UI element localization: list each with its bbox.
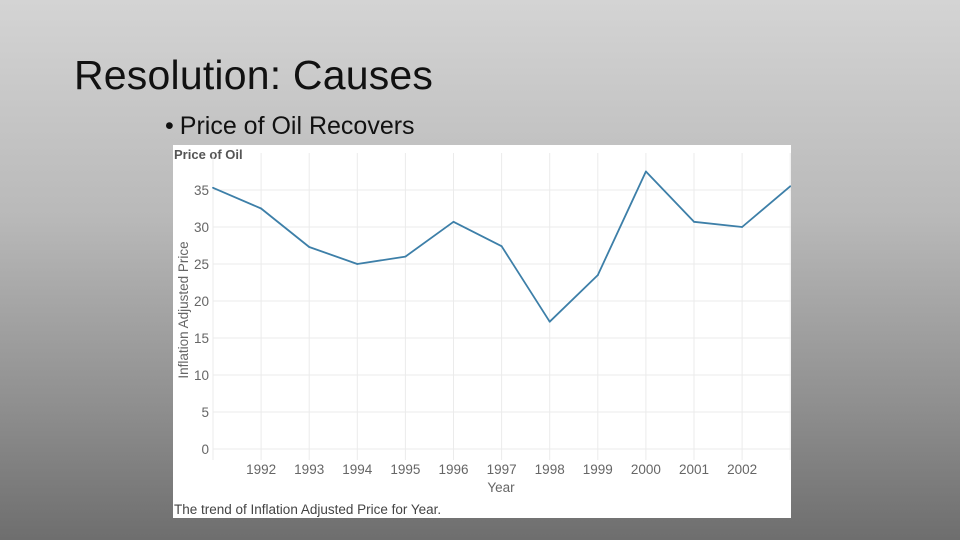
bullet-item: • Price of Oil Recovers [165, 112, 415, 141]
x-tick-label: 1997 [487, 462, 517, 477]
y-tick-label: 20 [194, 294, 209, 309]
x-tick-label: 2002 [727, 462, 757, 477]
bullet-marker: • [165, 112, 174, 140]
data-point [404, 255, 407, 258]
y-tick-label: 15 [194, 331, 209, 346]
data-point [356, 263, 359, 265]
x-tick-label: 1994 [342, 462, 373, 477]
bullet-text: Price of Oil Recovers [179, 112, 415, 140]
data-point [693, 220, 695, 223]
series-layer [212, 170, 791, 323]
chart-svg: Price of Oil Inflation Adjusted Price Ye… [174, 147, 791, 517]
chart-title: Price of Oil [174, 147, 243, 162]
y-tick-label: 25 [194, 257, 209, 272]
x-tick-label: 1995 [390, 462, 420, 477]
grid-layer [212, 153, 791, 460]
y-axis-label: Inflation Adjusted Price [176, 241, 191, 378]
data-point [212, 186, 214, 189]
y-tick-label: 30 [194, 220, 209, 235]
x-axis-label: Year [487, 480, 515, 495]
y-tick-label: 5 [201, 405, 209, 420]
y-tick-label: 10 [194, 368, 209, 383]
data-point [500, 245, 503, 248]
slide-title: Resolution: Causes [74, 52, 434, 98]
y-tick-label: 35 [194, 183, 209, 198]
x-tick-label: 2001 [679, 462, 709, 477]
data-point [789, 185, 791, 188]
x-tick-label: 1998 [535, 462, 565, 477]
data-point [308, 246, 311, 248]
data-point [596, 274, 599, 276]
data-point [645, 170, 647, 173]
x-tick-label: 1993 [294, 462, 324, 477]
data-point [741, 226, 743, 228]
x-tick-label: 1999 [583, 462, 613, 477]
y-tick-label: 0 [201, 442, 209, 457]
x-tick-label: 1992 [246, 462, 276, 477]
data-point [260, 207, 262, 210]
oil-price-chart: Price of Oil Inflation Adjusted Price Ye… [173, 145, 791, 518]
x-tick-label: 1996 [438, 462, 468, 477]
x-tick-label: 2000 [631, 462, 661, 477]
data-point [548, 320, 551, 323]
tick-layer: 0 5 10 15 20 25 30 35 1992 1993 1994 1995 1996 1997 19… [194, 183, 757, 477]
data-point [452, 220, 455, 223]
chart-caption: The trend of Inflation Adjusted Price fo… [174, 502, 441, 517]
